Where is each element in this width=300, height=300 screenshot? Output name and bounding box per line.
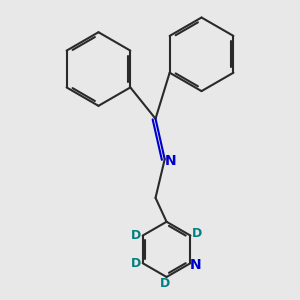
Text: D: D [131, 229, 141, 242]
Text: N: N [164, 154, 176, 168]
Text: D: D [160, 277, 170, 290]
Text: D: D [192, 227, 202, 240]
Text: D: D [131, 257, 141, 270]
Text: N: N [189, 258, 201, 272]
